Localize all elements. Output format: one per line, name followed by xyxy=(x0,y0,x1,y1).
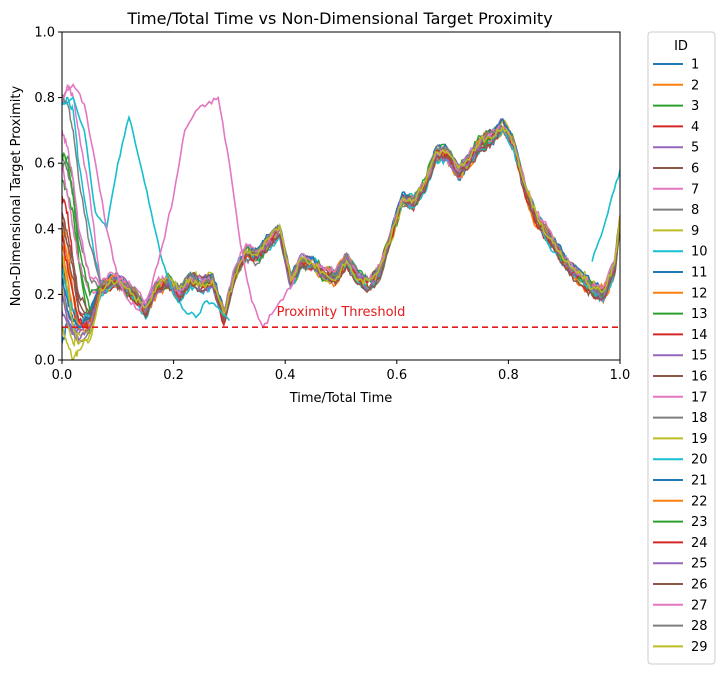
legend-label-17: 17 xyxy=(691,390,708,405)
y-tick-label: 0.0 xyxy=(34,354,55,369)
legend-label-8: 8 xyxy=(691,203,699,218)
legend-label-14: 14 xyxy=(691,328,708,343)
legend-label-13: 13 xyxy=(691,307,708,322)
plot-frame xyxy=(61,31,621,361)
legend-label-19: 19 xyxy=(691,432,708,447)
series-line-7-segment xyxy=(62,83,297,329)
legend-label-29: 29 xyxy=(691,640,708,655)
legend-label-7: 7 xyxy=(691,182,699,197)
legend-label-26: 26 xyxy=(691,578,708,593)
legend-label-25: 25 xyxy=(691,557,708,572)
legend-label-10: 10 xyxy=(691,245,708,260)
x-axis-ticks: 0.0 0.2 0.4 0.6 0.8 1.0 xyxy=(52,360,631,383)
x-tick-label: 0.8 xyxy=(498,368,519,383)
x-axis-label: Time/Total Time xyxy=(289,391,393,406)
legend-label-23: 23 xyxy=(691,515,708,530)
plot-area: Proximity Threshold xyxy=(61,31,621,361)
y-axis-label: Non-Dimensional Target Proximity xyxy=(9,86,24,307)
x-tick-label: 0.0 xyxy=(52,368,73,383)
legend-label-20: 20 xyxy=(691,453,708,468)
legend-label-6: 6 xyxy=(691,162,699,177)
legend-items: 1234567891011121314151617181920212223242… xyxy=(653,58,708,655)
legend-label-4: 4 xyxy=(691,120,699,135)
legend-label-21: 21 xyxy=(691,474,708,489)
series-layer xyxy=(62,83,620,360)
legend-label-9: 9 xyxy=(691,224,699,239)
chart-title: Time/Total Time vs Non-Dimensional Targe… xyxy=(126,9,552,28)
legend-label-28: 28 xyxy=(691,619,708,634)
legend-label-11: 11 xyxy=(691,266,708,281)
legend-label-2: 2 xyxy=(691,78,699,93)
legend-label-15: 15 xyxy=(691,349,708,364)
threshold-label: Proximity Threshold xyxy=(277,305,406,320)
x-tick-label: 0.6 xyxy=(386,368,407,383)
legend-frame xyxy=(647,31,716,665)
x-tick-label: 0.2 xyxy=(163,368,184,383)
legend-label-12: 12 xyxy=(691,286,708,301)
series-line-29 xyxy=(62,125,620,345)
y-tick-label: 1.0 xyxy=(34,26,55,41)
legend-title: ID xyxy=(674,39,688,54)
legend-label-5: 5 xyxy=(691,141,699,156)
y-tick-label: 0.4 xyxy=(34,222,55,237)
series-line-10-segment xyxy=(591,169,620,262)
legend: ID 1234567891011121314151617181920212223… xyxy=(647,31,716,665)
y-axis-ticks: 0.0 0.2 0.4 0.6 0.8 1.0 xyxy=(34,26,62,369)
x-tick-label: 1.0 xyxy=(610,368,631,383)
y-tick-label: 0.8 xyxy=(34,91,55,106)
series-line-10-segment xyxy=(62,96,231,322)
legend-label-1: 1 xyxy=(691,58,699,73)
legend-label-3: 3 xyxy=(691,99,699,114)
y-tick-label: 0.2 xyxy=(34,288,55,303)
legend-label-16: 16 xyxy=(691,370,708,385)
series-line-26 xyxy=(62,127,620,325)
x-tick-label: 0.4 xyxy=(275,368,296,383)
legend-label-27: 27 xyxy=(691,598,708,613)
legend-label-18: 18 xyxy=(691,411,708,426)
legend-label-24: 24 xyxy=(691,536,708,551)
y-tick-label: 0.6 xyxy=(34,157,55,172)
legend-label-22: 22 xyxy=(691,494,708,509)
